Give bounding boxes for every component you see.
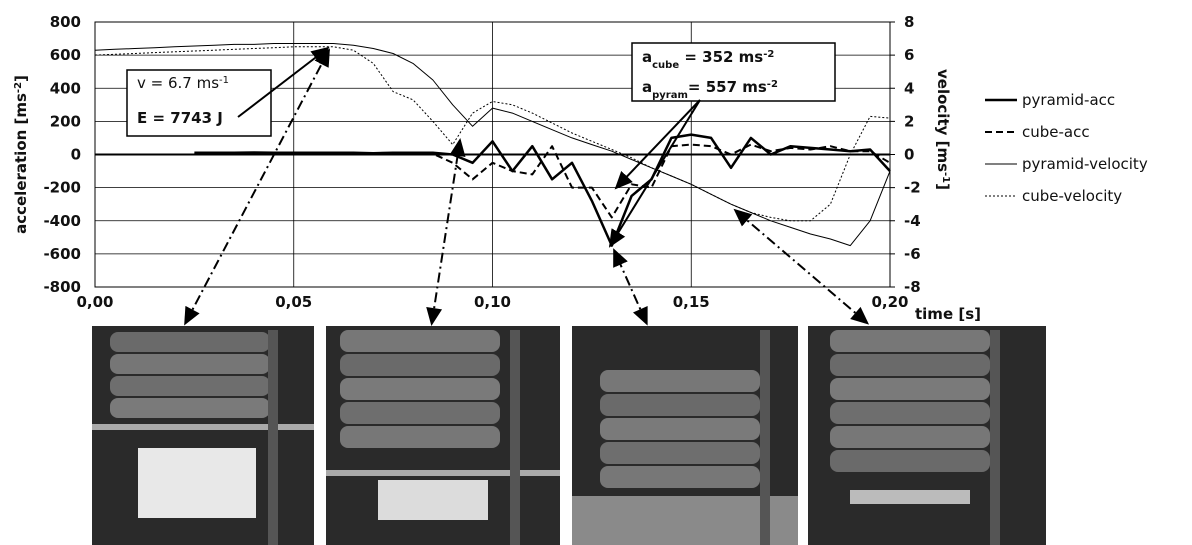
y-tick-label: -400 xyxy=(43,212,81,230)
text-part: ] xyxy=(934,183,952,190)
y2-tick-label: 4 xyxy=(904,79,914,97)
legend-label: pyramid-acc xyxy=(1022,91,1115,109)
text-part: E = 7743 J xyxy=(137,109,223,127)
y2-axis-label: velocity [ms-1] xyxy=(934,69,952,190)
arrow xyxy=(432,140,460,322)
photo xyxy=(92,326,314,545)
y-tick-label: 600 xyxy=(50,46,81,64)
superscript: -2 xyxy=(767,79,778,90)
y2-tick-label: -4 xyxy=(904,212,921,230)
y2-tick-label: -6 xyxy=(904,245,921,263)
y-tick-label: 200 xyxy=(50,112,81,130)
y-axis-label: acceleration [ms-2] xyxy=(12,75,30,234)
legend-label: cube-velocity xyxy=(1022,187,1122,205)
x-tick-label: 0,00 xyxy=(76,293,113,311)
legend-label: pyramid-velocity xyxy=(1022,155,1148,173)
text-part: = 352 ms xyxy=(679,48,763,66)
series-line xyxy=(194,135,890,246)
x-tick-label: 0,10 xyxy=(474,293,511,311)
superscript: -1 xyxy=(941,172,952,183)
text-part: v = 6.7 ms xyxy=(137,74,219,92)
text-part: a xyxy=(642,78,652,96)
photos xyxy=(92,326,1046,545)
text-part: a xyxy=(642,48,652,66)
photo xyxy=(808,326,1046,545)
y2-tick-label: 8 xyxy=(904,13,914,31)
subscript: pyram xyxy=(652,90,688,101)
y-tick-label: 400 xyxy=(50,79,81,97)
photo xyxy=(572,326,798,545)
text-part: velocity [ms xyxy=(934,69,952,172)
arrow xyxy=(614,250,646,322)
photo xyxy=(326,326,560,545)
series-line xyxy=(194,145,890,218)
y-tick-label: 800 xyxy=(50,13,81,31)
chart: 800 600 400 200 0 -200 -400 -600 -800 8 6 4 2 0 -2 -4 -6… xyxy=(0,0,1192,545)
y-tick-label: -200 xyxy=(43,179,81,197)
text-part: ] xyxy=(12,75,30,82)
x-tick-label: 0,15 xyxy=(673,293,710,311)
x-tick-label: 0,20 xyxy=(871,293,908,311)
legend-label: cube-acc xyxy=(1022,123,1090,141)
superscript: -2 xyxy=(13,82,24,93)
x-tick-label: 0,05 xyxy=(275,293,312,311)
text-part: acceleration [ms xyxy=(12,93,30,234)
subscript: cube xyxy=(652,60,679,71)
superscript: -1 xyxy=(219,75,229,86)
annotation-text: v = 6.7 ms-1 xyxy=(137,74,229,92)
annotation-text: E = 7743 J xyxy=(137,109,223,127)
arrow xyxy=(735,210,866,322)
y2-tick-label: -2 xyxy=(904,179,921,197)
text-part: = 557 ms xyxy=(688,78,767,96)
superscript: -2 xyxy=(763,49,774,60)
y-tick-label: 0 xyxy=(71,146,81,164)
arrow xyxy=(610,100,700,246)
y2-tick-label: 2 xyxy=(904,112,914,130)
x-axis-label: time [s] xyxy=(915,305,981,323)
y2-tick-label: 6 xyxy=(904,46,914,64)
y-tick-label: -800 xyxy=(43,278,81,296)
y2-tick-label: 0 xyxy=(904,146,914,164)
y-tick-label: -600 xyxy=(43,245,81,263)
